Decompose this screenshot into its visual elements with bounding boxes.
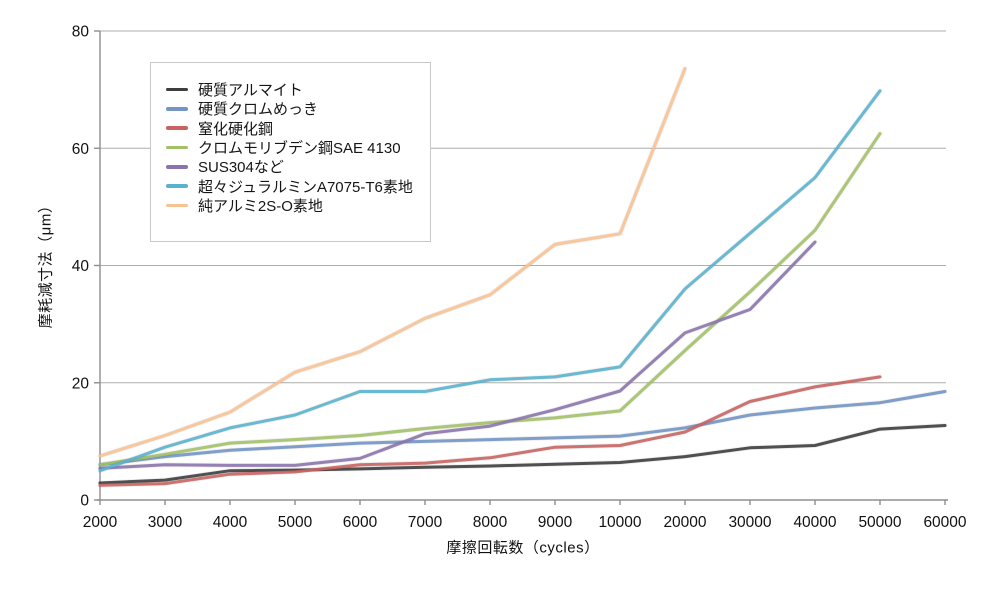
legend-swatch-icon <box>166 145 188 150</box>
y-axis-title: 摩耗減寸法（μm） <box>37 197 55 329</box>
legend-label: 硬質クロムめっき <box>198 101 319 119</box>
legend-swatch-icon <box>166 107 188 111</box>
legend-label: 硬質アルマイト <box>198 82 303 100</box>
x-tick-label-60000: 60000 <box>923 514 966 531</box>
legend-item-6: 超々ジュラルミンA7075-T6素地 <box>166 176 430 196</box>
legend-item-1: 硬質アルマイト <box>166 80 430 99</box>
legend-label: クロムモリブデン鋼SAE 4130 <box>198 140 401 158</box>
legend: 硬質アルマイト 硬質クロムめっき 窒化硬化鋼クロムモリブデン鋼SAE 4130 SUS… <box>150 62 431 242</box>
legend-label: 超々ジュラルミンA7075-T6素地 <box>198 178 413 196</box>
x-tick-label-40000: 40000 <box>793 514 836 531</box>
x-tick-label-5000: 5000 <box>278 514 313 531</box>
legend-swatch-icon <box>166 184 188 188</box>
series-line-3 <box>98 375 882 487</box>
legend-item-3: 窒化硬化鋼 <box>166 119 430 138</box>
legend-label: SUS304など <box>198 159 284 177</box>
y-tick-label-60: 60 <box>72 141 90 158</box>
x-tick-label-10000: 10000 <box>598 514 641 531</box>
series-line-6 <box>98 89 882 473</box>
series-line-5 <box>98 240 817 470</box>
x-tick-label-6000: 6000 <box>343 514 378 531</box>
series-line-2 <box>98 390 947 467</box>
legend-swatch-icon <box>166 165 188 169</box>
x-tick-label-3000: 3000 <box>148 514 183 531</box>
y-tick-label-0: 0 <box>80 493 89 510</box>
legend-item-5: SUS304など <box>166 157 430 176</box>
legend-item-2: 硬質クロムめっき <box>166 99 430 118</box>
legend-label: 窒化硬化鋼 <box>198 120 274 138</box>
legend-item-4: クロムモリブデン鋼SAE 4130 <box>166 138 430 157</box>
y-tick-label-40: 40 <box>72 258 90 275</box>
legend-item-7: 純アルミ2S-O素地 <box>166 196 430 215</box>
legend-label: 純アルミ2S-O素地 <box>198 197 323 215</box>
x-tick-label-50000: 50000 <box>858 514 901 531</box>
x-tick-label-8000: 8000 <box>473 514 508 531</box>
x-tick-label-30000: 30000 <box>728 514 771 531</box>
legend-swatch-icon <box>166 203 188 208</box>
series-line-7 <box>98 67 687 458</box>
x-axis-title: 摩擦回転数（cycles） <box>446 539 600 557</box>
x-tick-label-7000: 7000 <box>408 514 443 531</box>
series-line-4 <box>98 132 882 467</box>
y-tick-label-20: 20 <box>72 375 90 392</box>
x-tick-label-20000: 20000 <box>663 514 706 531</box>
legend-swatch-icon <box>166 87 188 92</box>
x-tick-label-2000: 2000 <box>83 514 118 531</box>
x-tick-label-4000: 4000 <box>213 514 248 531</box>
series-line-1 <box>98 424 947 485</box>
y-tick-label-80: 80 <box>72 24 90 41</box>
legend-swatch-icon <box>166 126 188 130</box>
x-tick-label-9000: 9000 <box>538 514 573 531</box>
